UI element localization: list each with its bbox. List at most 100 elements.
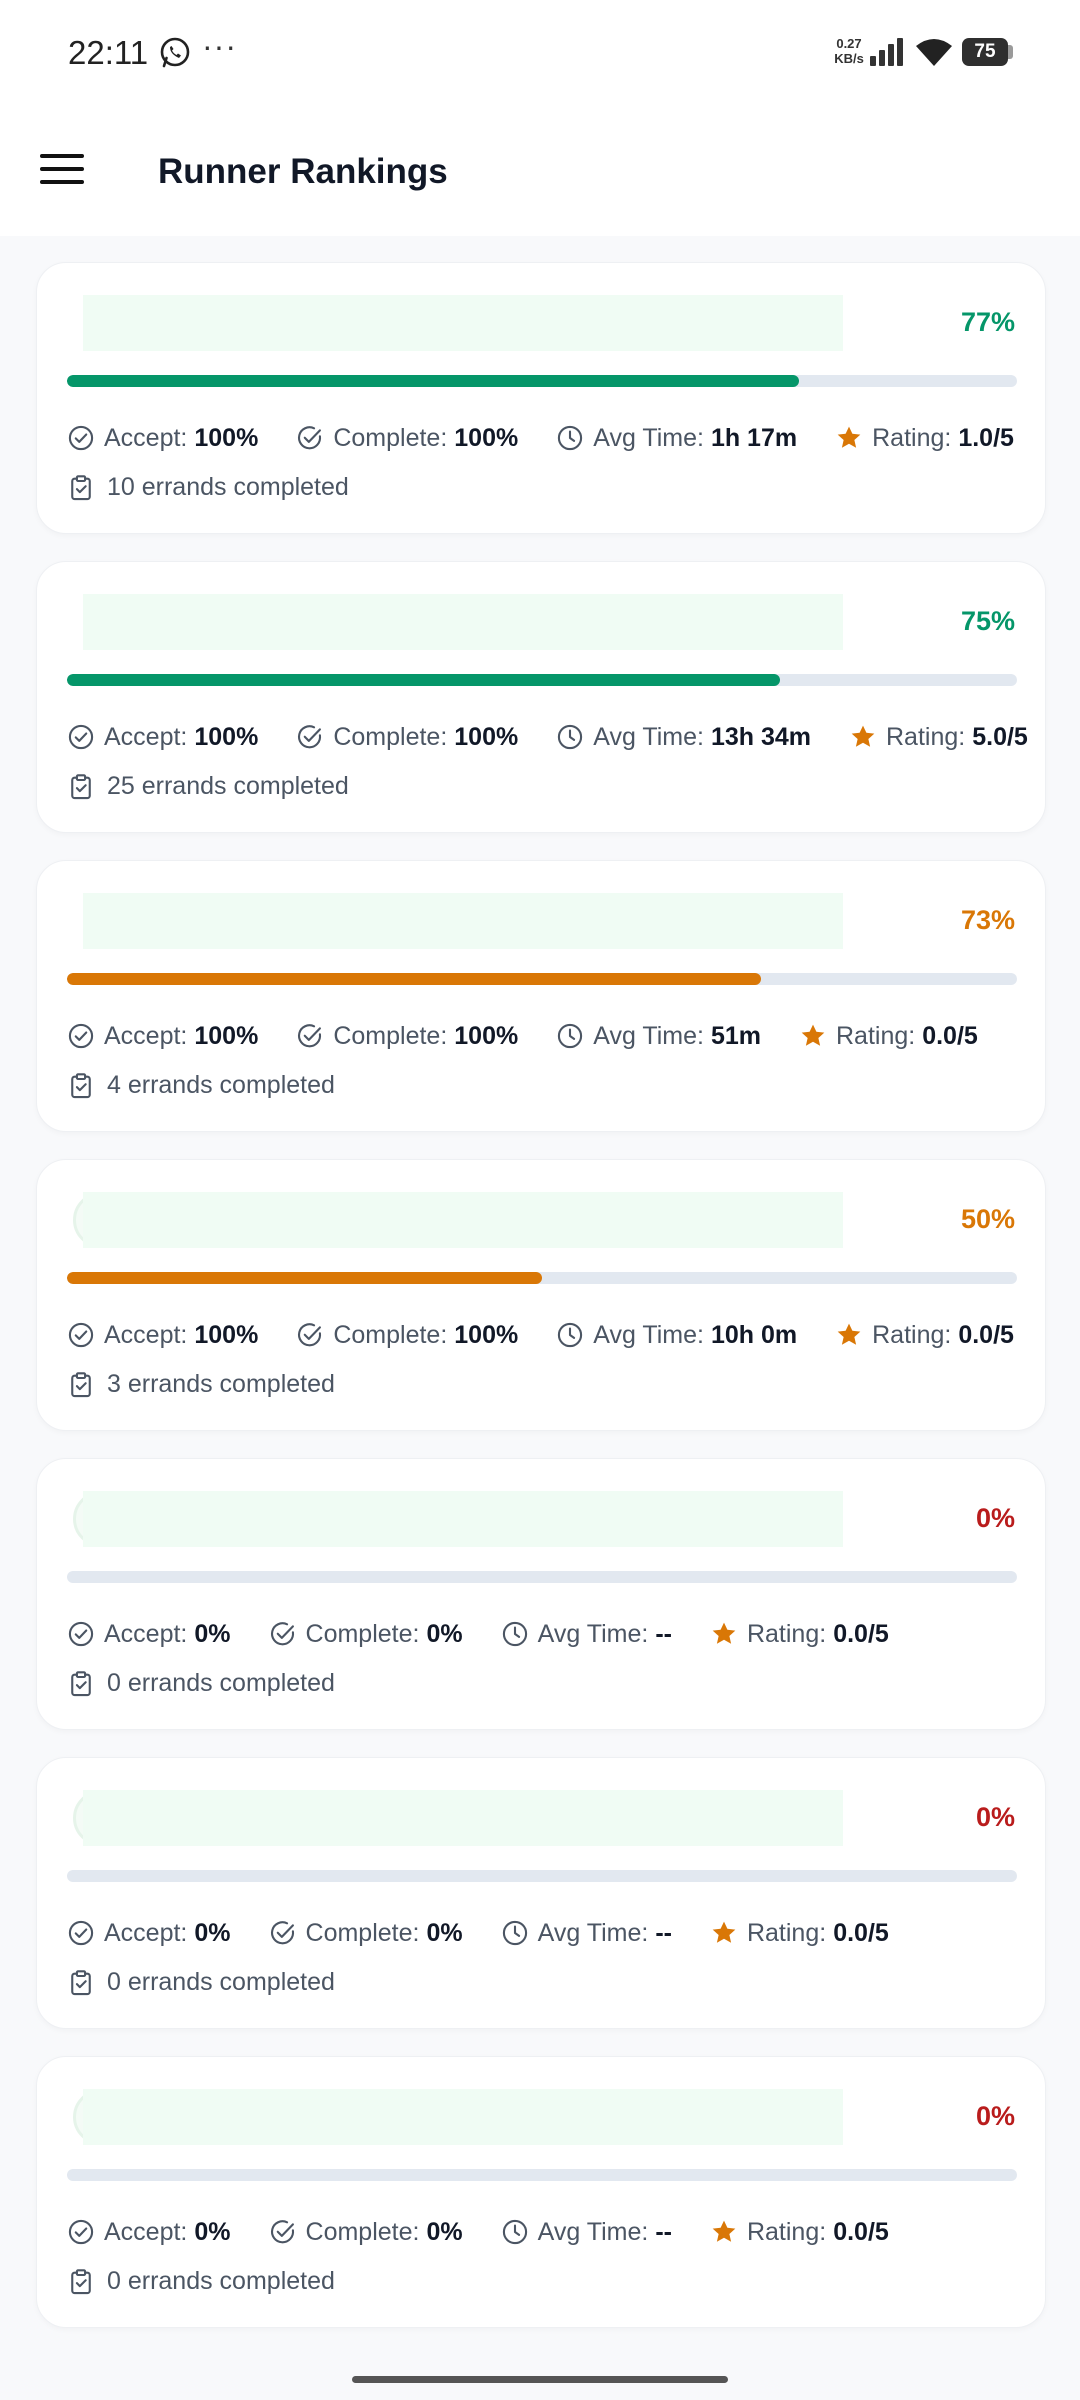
- complete-stat: Complete: 0%: [269, 2218, 463, 2247]
- errands-text: 4 errands completed: [107, 1071, 335, 1099]
- rating-label: Rating:: [746, 1918, 827, 1947]
- rating-stat: Rating: 0.0/5: [710, 1620, 889, 1649]
- rating-value: 0.0/5: [833, 1619, 889, 1648]
- runner-name-area: [73, 1192, 843, 1248]
- runner-stats: Accept: 0% Complete: 0% Avg Time: -- Rating: 0.…: [67, 2215, 927, 2249]
- accept-label: Accept:: [104, 1619, 188, 1648]
- accept-stat: Accept: 100%: [67, 723, 258, 752]
- runner-card[interactable]: 0% Accept: 0% Complete: 0% Avg Time: -- Rating:…: [36, 1458, 1046, 1730]
- avg-time-label: Avg Time:: [593, 1320, 704, 1349]
- rating-label: Rating:: [746, 2217, 827, 2246]
- rating-label: Rating:: [835, 1021, 916, 1050]
- home-indicator[interactable]: [352, 2376, 728, 2383]
- star-icon: [837, 426, 861, 448]
- more-notifications-icon: ···: [202, 28, 237, 64]
- avg-time-value: 1h 17m: [710, 423, 798, 452]
- runner-card[interactable]: 50% Accept: 100% Complete: 100% Avg Time: 10h …: [36, 1159, 1046, 1431]
- page-title: Runner Rankings: [158, 152, 448, 191]
- score-percent: 77%: [960, 307, 1015, 337]
- complete-value: 0%: [426, 1918, 463, 1947]
- score-progress-track: [67, 375, 1017, 387]
- check-circle-icon: [68, 1920, 94, 1946]
- star-icon: [837, 1323, 861, 1345]
- rating-value: 1.0/5: [958, 423, 1014, 452]
- score-percent: 0%: [975, 1503, 1015, 1533]
- complete-value: 100%: [454, 722, 519, 751]
- check-circle-icon: [68, 425, 94, 451]
- runner-stats: Accept: 0% Complete: 0% Avg Time: -- Rating: 0.…: [67, 1916, 927, 1950]
- complete-check-icon: [270, 1921, 294, 1945]
- check-circle-icon: [68, 1023, 94, 1049]
- score-progress-track: [67, 674, 1017, 686]
- avg-time-stat: Avg Time: 13h 34m: [556, 723, 811, 752]
- clock-icon: [502, 1621, 527, 1647]
- avg-time-value: --: [655, 2217, 672, 2246]
- complete-check-icon: [270, 2220, 294, 2244]
- errands-text: 10 errands completed: [107, 473, 349, 501]
- complete-label: Complete:: [333, 1021, 448, 1050]
- errands-text: 25 errands completed: [107, 772, 349, 800]
- rating-label: Rating:: [872, 423, 952, 452]
- avg-time-label: Avg Time:: [593, 423, 704, 452]
- errands-completed: 25 errands completed: [67, 772, 349, 801]
- clipboard-check-icon: [71, 1072, 91, 1098]
- signal-icon: [870, 38, 903, 66]
- accept-label: Accept:: [104, 1021, 188, 1050]
- rating-value: 0.0/5: [922, 1021, 978, 1050]
- accept-label: Accept:: [104, 2217, 188, 2246]
- accept-value: 100%: [194, 722, 259, 751]
- clipboard-check-icon: [71, 474, 91, 500]
- runner-stats: Accept: 100% Complete: 100% Avg Time: 51m Rati…: [67, 1019, 1016, 1053]
- rating-label: Rating:: [872, 1320, 952, 1349]
- runner-card[interactable]: 0% Accept: 0% Complete: 0% Avg Time: -- Rating:…: [36, 1757, 1046, 2029]
- complete-value: 0%: [426, 1619, 463, 1648]
- avg-time-value: --: [655, 1918, 672, 1947]
- errands-completed: 0 errands completed: [67, 1968, 335, 1997]
- accept-stat: Accept: 100%: [67, 1022, 258, 1051]
- star-icon: [712, 2220, 736, 2242]
- errands-completed: 10 errands completed: [67, 473, 349, 502]
- complete-value: 100%: [454, 1320, 519, 1349]
- net-speed-value: 0.27: [836, 36, 862, 51]
- accept-value: 0%: [194, 1619, 231, 1648]
- runner-stats: Accept: 0% Complete: 0% Avg Time: -- Rating: 0.…: [67, 1617, 927, 1651]
- complete-label: Complete:: [333, 423, 448, 452]
- clock-icon: [558, 425, 583, 451]
- avg-time-label: Avg Time:: [537, 1918, 649, 1947]
- runner-card[interactable]: 77% Accept: 100% Complete: 100% Avg Time: 1h 1…: [36, 262, 1046, 534]
- runner-stats: Accept: 100% Complete: 100% Avg Time: 13h 34m…: [67, 720, 1066, 754]
- runner-card[interactable]: 0% Accept: 0% Complete: 0% Avg Time: -- Rating:…: [36, 2056, 1046, 2328]
- score-progress-track: [67, 973, 1017, 985]
- hamburger-menu-icon[interactable]: [40, 154, 84, 190]
- rating-stat: Rating: 0.0/5: [710, 2218, 889, 2247]
- runner-name-placeholder: [83, 594, 843, 650]
- accept-stat: Accept: 0%: [67, 1620, 231, 1649]
- network-speed: 0.27 KB/s: [826, 36, 872, 66]
- avg-time-stat: Avg Time: 1h 17m: [556, 424, 797, 453]
- complete-label: Complete:: [305, 1918, 420, 1947]
- check-circle-icon: [68, 1322, 94, 1348]
- rating-stat: Rating: 0.0/5: [835, 1321, 1014, 1350]
- avg-time-label: Avg Time:: [537, 1619, 649, 1648]
- errands-text: 0 errands completed: [107, 1669, 335, 1697]
- runner-card[interactable]: 75% Accept: 100% Complete: 100% Avg Time: 13h …: [36, 561, 1046, 833]
- avg-time-value: 51m: [710, 1021, 761, 1050]
- score-percent: 73%: [960, 905, 1015, 935]
- runner-name-area: [73, 893, 843, 949]
- clipboard-check-icon: [71, 1670, 91, 1696]
- avg-time-value: --: [655, 1619, 672, 1648]
- star-icon: [712, 1921, 736, 1943]
- runner-name-area: [73, 2089, 843, 2145]
- wifi-icon: [916, 39, 952, 66]
- clipboard-check-icon: [71, 773, 91, 799]
- complete-stat: Complete: 100%: [296, 1022, 518, 1051]
- runner-card[interactable]: 73% Accept: 100% Complete: 100% Avg Time: 51m R…: [36, 860, 1046, 1132]
- clipboard-check-icon: [71, 1969, 91, 1995]
- score-percent: 0%: [975, 2101, 1015, 2131]
- rating-value: 0.0/5: [958, 1320, 1014, 1349]
- complete-stat: Complete: 100%: [296, 424, 518, 453]
- score-progress-track: [67, 2169, 1017, 2181]
- clock-icon: [558, 1023, 583, 1049]
- score-progress-fill: [67, 973, 761, 985]
- errands-completed: 0 errands completed: [67, 1669, 335, 1698]
